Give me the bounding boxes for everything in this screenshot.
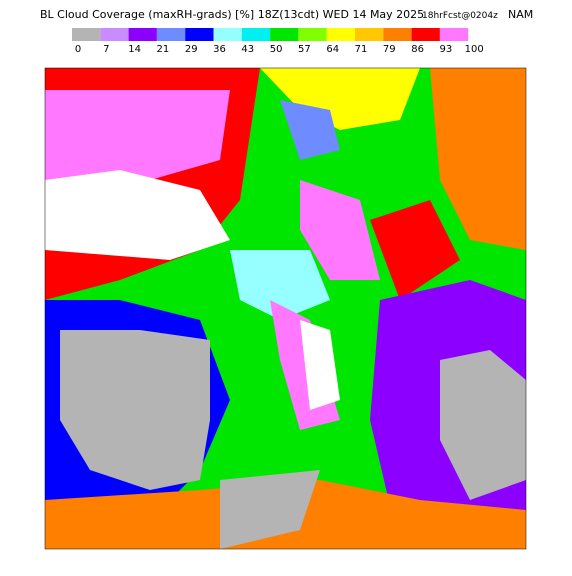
legend-label: 57 xyxy=(298,44,311,55)
legend-label: 21 xyxy=(157,44,170,55)
legend-label: 64 xyxy=(326,44,339,55)
colorbar: 0 7 14 21 29 36 43 50 57 64 71 79 86 93 100 xyxy=(72,28,484,55)
color-swatch xyxy=(355,28,384,41)
forecast-time: 18hrFcst@0204z xyxy=(422,11,498,21)
legend-label: 14 xyxy=(128,44,141,55)
color-swatch xyxy=(241,28,271,41)
color-swatch xyxy=(128,28,157,41)
legend-label: 0 xyxy=(75,44,81,55)
color-swatch xyxy=(100,28,129,41)
legend-label: 86 xyxy=(411,44,424,55)
color-swatch xyxy=(156,28,186,41)
color-swatch xyxy=(439,28,469,41)
color-swatch xyxy=(72,28,101,41)
color-swatch xyxy=(270,28,299,41)
legend-label: 29 xyxy=(185,44,198,55)
legend-label: 7 xyxy=(103,44,109,55)
legend-label: 79 xyxy=(383,44,396,55)
title: BL Cloud Coverage (maxRH-grads) [%] 18Z(… xyxy=(40,8,424,21)
color-swatch xyxy=(383,28,412,41)
color-swatch xyxy=(213,28,242,41)
legend-label: 43 xyxy=(241,44,254,55)
legend-label: 50 xyxy=(270,44,283,55)
legend-label: 36 xyxy=(213,44,226,55)
color-swatch xyxy=(411,28,440,41)
model: NAM xyxy=(508,8,533,21)
color-swatch xyxy=(298,28,327,41)
color-swatch xyxy=(326,28,355,41)
legend-label: 100 xyxy=(465,44,484,55)
map xyxy=(44,67,527,550)
legend-label: 71 xyxy=(355,44,368,55)
legend-label: 93 xyxy=(440,44,453,55)
color-swatch xyxy=(185,28,214,41)
